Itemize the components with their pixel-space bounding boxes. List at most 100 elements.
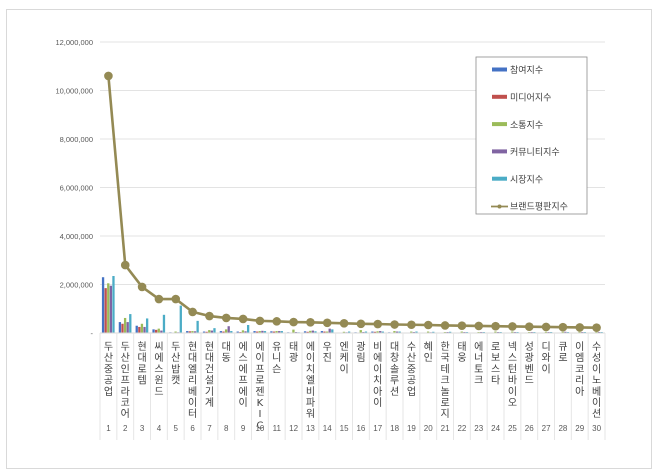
svg-text:우: 우 <box>323 341 332 353</box>
svg-text:두: 두 <box>171 342 180 353</box>
svg-text:광: 광 <box>525 352 534 364</box>
bar <box>188 331 191 333</box>
bar <box>544 331 548 333</box>
svg-text:설: 설 <box>205 375 214 387</box>
svg-text:이: 이 <box>508 386 517 398</box>
x-rank-number: 10 <box>255 424 264 433</box>
bar <box>395 331 399 333</box>
bar <box>205 331 208 333</box>
bar <box>241 330 245 333</box>
svg-text:치: 치 <box>306 363 315 375</box>
svg-text:창: 창 <box>390 352 399 364</box>
svg-text:대: 대 <box>137 352 146 364</box>
y-tick-label: 2,000,000 <box>60 281 93 290</box>
svg-text:크: 크 <box>440 376 449 387</box>
svg-text:중: 중 <box>407 363 416 375</box>
svg-text:코: 코 <box>121 398 130 409</box>
svg-text:I: I <box>258 409 261 420</box>
bar <box>224 329 228 333</box>
svg-text:씨: 씨 <box>154 341 163 353</box>
bar <box>325 331 329 333</box>
svg-text:로: 로 <box>440 398 449 409</box>
line-marker <box>356 319 366 329</box>
x-rank-number: 15 <box>340 424 349 433</box>
svg-text:수: 수 <box>407 341 416 353</box>
bar <box>376 331 379 333</box>
bar <box>143 326 146 333</box>
bar <box>162 314 166 333</box>
svg-text:공: 공 <box>407 375 416 387</box>
svg-text:토: 토 <box>474 364 483 375</box>
svg-text:산: 산 <box>121 352 130 364</box>
x-category-label: 큐로 <box>558 342 567 364</box>
legend-label: 소통지수 <box>510 120 543 131</box>
svg-text:에: 에 <box>474 341 483 353</box>
bar <box>331 329 334 333</box>
svg-text:태: 태 <box>457 341 466 353</box>
bar <box>145 318 149 333</box>
x-rank-number: 13 <box>306 424 315 433</box>
bar <box>270 331 273 333</box>
svg-text:프: 프 <box>238 376 247 387</box>
x-rank-number: 3 <box>140 424 145 433</box>
line-marker <box>558 322 568 332</box>
y-tick-label: 4,000,000 <box>60 232 93 241</box>
line-marker <box>541 322 551 332</box>
svg-text:계: 계 <box>205 397 214 409</box>
svg-text:이: 이 <box>592 397 601 409</box>
svg-text:현: 현 <box>137 341 146 353</box>
svg-text:테: 테 <box>440 363 449 375</box>
svg-text:혜: 혜 <box>424 341 433 353</box>
bar <box>578 331 581 333</box>
x-category-label: 태웅 <box>457 341 466 364</box>
bar <box>426 331 430 333</box>
svg-text:태: 태 <box>289 341 298 353</box>
bar <box>309 330 312 333</box>
svg-text:코: 코 <box>575 364 584 375</box>
svg-text:인: 인 <box>121 363 130 375</box>
x-category-label: 디와이 <box>541 341 550 375</box>
svg-text:동: 동 <box>222 352 231 364</box>
bar <box>107 283 110 333</box>
bar <box>191 331 194 333</box>
bar <box>135 325 138 333</box>
svg-text:드: 드 <box>154 387 163 398</box>
line-marker <box>221 313 231 323</box>
svg-text:션: 션 <box>592 408 601 420</box>
svg-text:C: C <box>256 420 263 431</box>
bar <box>121 323 124 333</box>
bar <box>256 331 259 333</box>
legend-label: 커뮤니티지수 <box>510 147 560 158</box>
legend-label: 참여지수 <box>510 64 543 76</box>
svg-text:두: 두 <box>121 342 130 353</box>
line-marker <box>238 314 248 324</box>
svg-text:산: 산 <box>104 352 113 364</box>
line-marker <box>592 323 601 332</box>
svg-text:로: 로 <box>255 376 264 387</box>
bar <box>258 331 261 333</box>
x-rank-number: 24 <box>491 424 500 433</box>
svg-text:파: 파 <box>306 397 315 409</box>
line-marker <box>524 322 534 331</box>
bar <box>112 276 115 333</box>
svg-text:에: 에 <box>238 341 247 353</box>
bar <box>152 329 155 333</box>
svg-text:건: 건 <box>205 363 214 375</box>
bar <box>303 331 307 333</box>
bar <box>320 331 324 333</box>
svg-text:아: 아 <box>373 386 382 398</box>
svg-text:비: 비 <box>373 341 382 353</box>
svg-text:아: 아 <box>575 386 584 398</box>
svg-text:비: 비 <box>306 386 315 398</box>
x-rank-number: 17 <box>373 424 382 433</box>
svg-text:에: 에 <box>238 386 247 398</box>
bar <box>230 331 233 333</box>
x-rank-number: 4 <box>157 424 162 433</box>
svg-text:바: 바 <box>508 375 517 387</box>
bar <box>292 329 295 333</box>
svg-text:스: 스 <box>238 352 247 364</box>
bar <box>381 331 384 333</box>
line-marker <box>104 71 113 81</box>
bar <box>227 326 230 333</box>
